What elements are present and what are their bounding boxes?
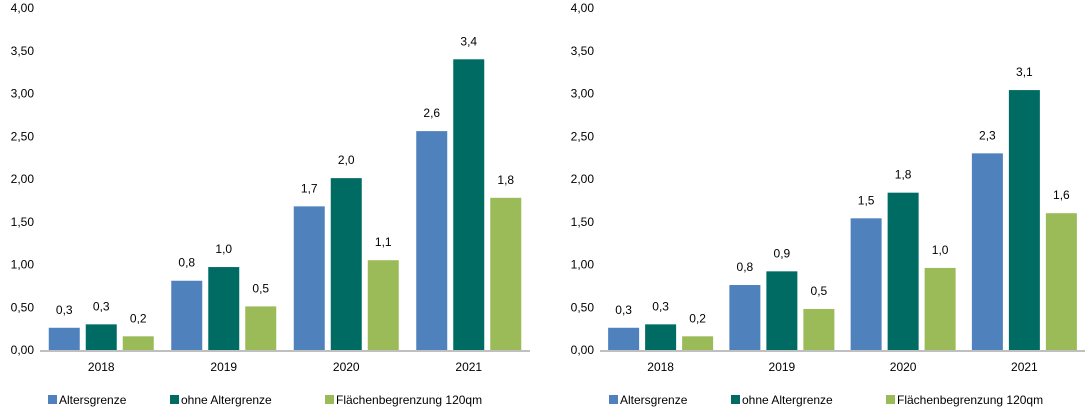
y-tick-label: 0,50 [11, 300, 35, 314]
data-label: 0,5 [811, 284, 828, 298]
data-label: 0,8 [178, 256, 195, 270]
legend-swatch [325, 395, 334, 404]
data-label: 0,3 [652, 299, 669, 313]
y-tick-label: 2,50 [11, 129, 35, 143]
bar [367, 260, 399, 350]
bar [850, 218, 882, 350]
bar [48, 327, 80, 350]
bar [887, 192, 919, 350]
y-tick-label: 4,00 [11, 1, 35, 15]
y-tick-label: 4,00 [571, 1, 595, 15]
bar [1008, 90, 1040, 350]
x-tick-label: 2018 [647, 360, 674, 374]
data-label: 0,8 [737, 260, 754, 274]
legend-swatch [886, 395, 895, 404]
y-tick-label: 1,50 [571, 215, 595, 229]
bar [682, 336, 714, 350]
bar [293, 206, 325, 350]
data-label: 1,7 [301, 181, 318, 195]
y-tick-label: 2,00 [11, 172, 35, 186]
bar [330, 178, 362, 350]
bar [245, 306, 277, 350]
data-label: 0,2 [130, 311, 147, 325]
data-label: 0,3 [56, 303, 73, 317]
data-label: 1,6 [1053, 188, 1070, 202]
bar [924, 267, 956, 350]
y-tick-label: 0,50 [571, 300, 595, 314]
bar [645, 324, 677, 350]
y-tick-label: 1,00 [571, 258, 595, 272]
y-tick-label: 3,00 [11, 87, 35, 101]
legend-swatch [609, 395, 618, 404]
legend-swatch [48, 395, 57, 404]
bar [608, 327, 640, 350]
legend-label: Altersgrenze [620, 393, 688, 407]
legend-label: ohne Altergrenze [742, 393, 833, 407]
bar [453, 59, 485, 351]
legend-swatch [731, 395, 740, 404]
x-tick-label: 2021 [1011, 360, 1038, 374]
x-tick-label: 2020 [333, 360, 360, 374]
bar [171, 280, 203, 350]
data-label: 0,3 [93, 299, 110, 313]
data-label: 1,5 [858, 193, 875, 207]
data-label: 3,4 [460, 34, 477, 48]
data-label: 2,3 [979, 128, 996, 142]
bar [729, 285, 761, 350]
y-tick-label: 3,50 [11, 44, 35, 58]
x-tick-label: 2020 [890, 360, 917, 374]
y-tick-label: 1,50 [11, 215, 35, 229]
legend-label: Flächenbegrenzung 120qm [336, 393, 482, 407]
x-tick-label: 2021 [455, 360, 482, 374]
data-label: 0,5 [252, 281, 269, 295]
legend-label: ohne Altergrenze [181, 393, 272, 407]
data-label: 1,0 [932, 243, 949, 257]
y-tick-label: 1,00 [11, 258, 35, 272]
data-label: 0,2 [689, 311, 706, 325]
data-label: 2,6 [423, 106, 440, 120]
x-tick-label: 2019 [769, 360, 796, 374]
bar [122, 336, 154, 350]
data-label: 1,1 [375, 235, 392, 249]
y-tick-label: 0,00 [571, 343, 595, 357]
bar [971, 153, 1003, 350]
y-tick-label: 3,00 [571, 87, 595, 101]
data-label: 0,3 [615, 303, 632, 317]
data-label: 1,8 [497, 173, 514, 187]
data-label: 2,0 [338, 153, 355, 167]
bar [85, 324, 117, 350]
data-label: 3,1 [1016, 65, 1033, 79]
bar [766, 271, 798, 350]
y-tick-label: 2,50 [571, 129, 595, 143]
data-label: 1,8 [895, 168, 912, 182]
y-tick-label: 2,00 [571, 172, 595, 186]
y-tick-label: 0,00 [11, 343, 35, 357]
data-label: 0,9 [774, 246, 791, 260]
bar [803, 308, 835, 350]
legend-label: Flächenbegrenzung 120qm [897, 393, 1043, 407]
legend-label: Altersgrenze [59, 393, 127, 407]
bar [490, 197, 522, 350]
bar [1045, 213, 1077, 350]
bar [208, 267, 240, 350]
data-label: 1,0 [215, 242, 232, 256]
bar [416, 131, 448, 350]
y-tick-label: 3,50 [571, 44, 595, 58]
x-tick-label: 2018 [88, 360, 115, 374]
legend-swatch [170, 395, 179, 404]
x-tick-label: 2019 [210, 360, 237, 374]
